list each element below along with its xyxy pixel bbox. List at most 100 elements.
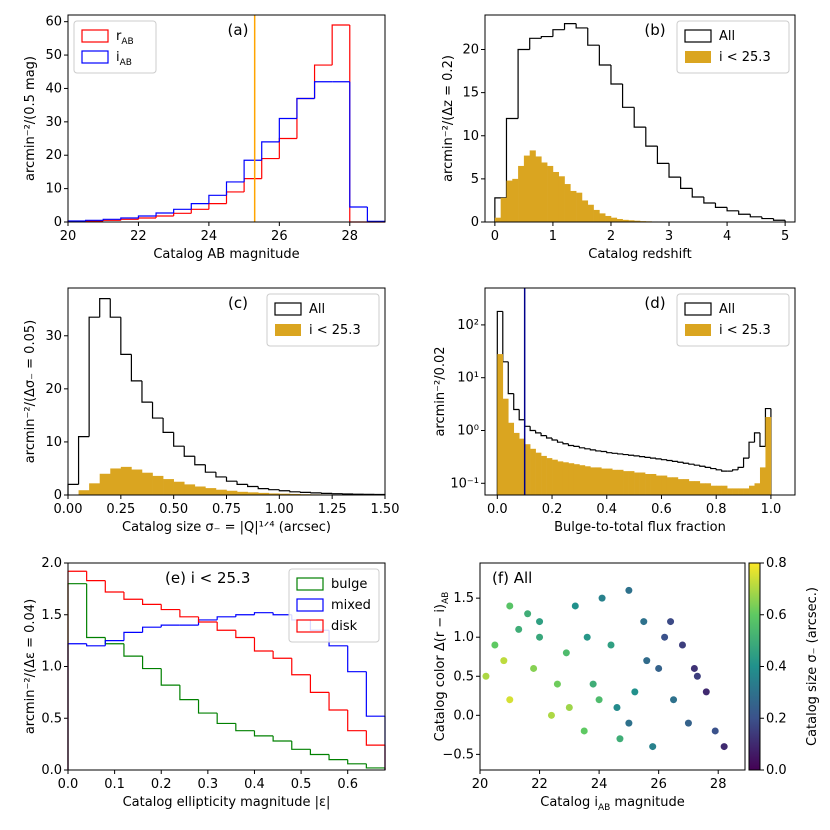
hist-step [225, 476, 238, 482]
x-axis-label: Catalog AB magnitude [153, 247, 299, 262]
hist-step [589, 448, 596, 451]
x-tick-label: 20 [60, 229, 77, 244]
hist-step [365, 671, 385, 717]
hist-step [291, 741, 311, 750]
hist-step [671, 460, 678, 462]
hist-step [236, 481, 248, 485]
hist-bar [716, 485, 722, 495]
x-tick-label: 3 [665, 229, 673, 244]
hist-bar [593, 209, 600, 222]
hist-step [749, 214, 762, 218]
hist-step [668, 163, 681, 178]
point [649, 743, 657, 751]
hist-step [633, 107, 646, 128]
point [720, 743, 728, 751]
hist-step [703, 196, 716, 204]
hist-bar [519, 438, 525, 495]
hist-step [190, 208, 209, 214]
hist-bar [677, 479, 684, 495]
hist-bar [552, 459, 558, 495]
hist-step [710, 467, 717, 470]
hist-bar [656, 475, 662, 495]
x-tick-label: 2 [607, 229, 615, 244]
colorbar-tick-label: 0.0 [766, 763, 787, 778]
x-tick-label: 24 [201, 229, 218, 244]
legend-label: i < 25.3 [719, 323, 771, 338]
legend-label: rAB [116, 29, 134, 47]
x-tick-label: 28 [342, 229, 359, 244]
hist-step [216, 621, 236, 631]
hist-bar [99, 473, 111, 495]
legend-swatch [296, 619, 324, 633]
hist-bar [727, 488, 733, 495]
hist-step [162, 418, 174, 433]
y-tick-label: 10 [45, 434, 62, 449]
hist-bar [688, 481, 695, 495]
hist-step [215, 472, 227, 478]
hist-bar [570, 190, 577, 222]
hist-step [556, 440, 563, 443]
hist-bar [595, 467, 602, 495]
y-axis-label: arcmin⁻²/(Δσ₋ = 0.05) [23, 320, 38, 463]
y-tick-label: 0.5 [41, 711, 62, 726]
legend-label: bulge [331, 577, 367, 592]
hist-bar [650, 473, 657, 495]
hist-step [173, 208, 192, 213]
hist-bar [552, 171, 560, 222]
point [562, 649, 570, 657]
hist-step [272, 612, 292, 616]
colorbar-tick-label: 0.8 [766, 556, 787, 571]
hist-step [120, 217, 139, 220]
hist-step [742, 457, 750, 468]
panel-annotation: (e) i < 25.3 [165, 569, 250, 587]
point [482, 672, 490, 680]
hist-step [365, 763, 385, 769]
hist-step [529, 37, 542, 50]
hist-bar [683, 479, 690, 495]
hist-step [137, 215, 157, 218]
hist-step [633, 455, 640, 457]
y-tick-label: 30 [45, 328, 62, 343]
y-tick-label: 30 [45, 114, 62, 129]
hist-step [151, 402, 164, 419]
hist-bar [558, 176, 565, 222]
axes-frame [67, 14, 386, 223]
panel-annotation: (b) [644, 21, 665, 39]
hist-step [644, 456, 651, 458]
hist-step [313, 81, 333, 99]
hist-step [310, 492, 322, 494]
hist-step [328, 754, 348, 761]
point [670, 696, 678, 704]
hist-step [715, 468, 722, 471]
hist-bar [705, 483, 712, 495]
point [589, 680, 597, 688]
hist-step [141, 599, 162, 605]
point [607, 641, 615, 649]
hist-step [573, 445, 580, 447]
hist-step [257, 486, 269, 490]
hist-step [578, 446, 585, 449]
legend-swatch [684, 302, 712, 316]
x-tick-label: 0.25 [106, 502, 135, 517]
y-tick-label: 5 [471, 171, 479, 186]
hist-step [540, 35, 553, 39]
hist-step [649, 457, 657, 459]
hist-bar [215, 489, 227, 495]
point [530, 664, 538, 672]
hist-step [321, 492, 333, 495]
y-tick-label: 20 [462, 42, 479, 57]
hist-bar [194, 486, 206, 495]
hist-bar [581, 200, 589, 222]
hist-bar [699, 483, 706, 495]
point [515, 625, 523, 633]
hist-bar [666, 477, 673, 495]
x-tick-label: 1.0 [761, 502, 782, 517]
hist-step [272, 735, 292, 742]
hist-step [173, 432, 185, 447]
point [643, 657, 651, 665]
hist-bar [518, 165, 525, 222]
hist-step [225, 181, 245, 196]
x-tick-label: 1.25 [318, 502, 347, 517]
hist-bar [749, 485, 755, 495]
y-tick-label: 1.5 [41, 607, 62, 622]
